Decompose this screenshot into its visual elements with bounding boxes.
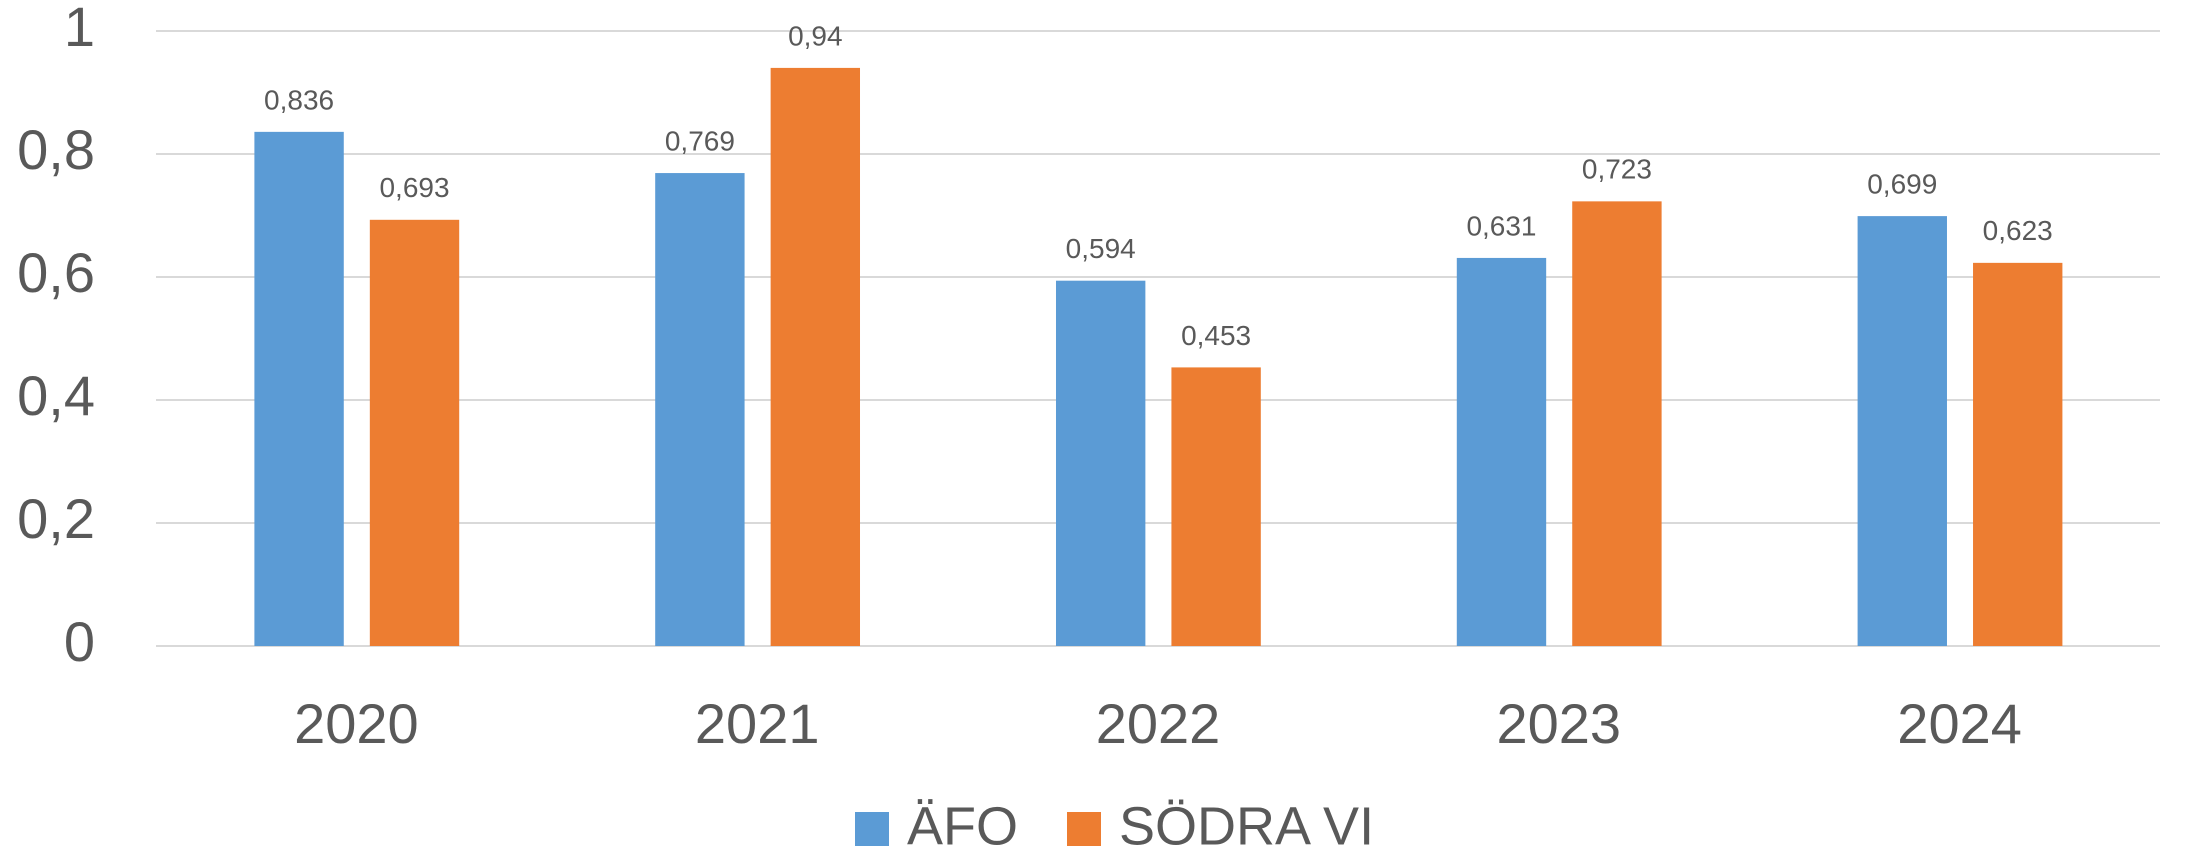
data-label: 0,693	[379, 172, 449, 203]
y-tick-label: 0,8	[17, 118, 95, 181]
data-label: 0,453	[1181, 320, 1251, 351]
x-tick-label: 2020	[294, 692, 419, 755]
legend-swatch	[855, 812, 889, 846]
data-label: 0,769	[665, 125, 735, 156]
bar	[770, 67, 861, 646]
data-label: 0,723	[1582, 154, 1652, 185]
legend-label: ÄFO	[907, 796, 1018, 856]
bar	[655, 173, 745, 646]
bar	[369, 219, 460, 646]
y-tick-label: 0,6	[17, 241, 95, 304]
x-tick-label: 2023	[1497, 692, 1622, 755]
y-tick-label: 0	[64, 610, 95, 673]
data-label: 0,699	[1867, 169, 1937, 200]
y-tick-label: 1	[64, 0, 95, 58]
bar	[1171, 367, 1261, 646]
legend-swatch	[1067, 812, 1101, 846]
data-label: 0,594	[1066, 233, 1136, 264]
bar	[1456, 257, 1547, 646]
bar	[1572, 201, 1662, 647]
x-tick-label: 2022	[1096, 692, 1221, 755]
bar	[1055, 280, 1146, 646]
y-tick-label: 0,4	[17, 364, 95, 427]
y-tick-label: 0,2	[17, 487, 95, 550]
data-label: 0,836	[264, 84, 334, 115]
bar	[1973, 262, 2063, 646]
legend-label: SÖDRA VI	[1119, 796, 1374, 856]
x-tick-label: 2024	[1897, 692, 2022, 755]
data-label: 0,631	[1466, 210, 1536, 241]
bar	[1857, 216, 1947, 647]
x-tick-label: 2021	[695, 692, 820, 755]
data-label: 0,623	[1983, 215, 2053, 246]
data-label: 0,94	[788, 20, 843, 51]
bar	[254, 131, 344, 647]
